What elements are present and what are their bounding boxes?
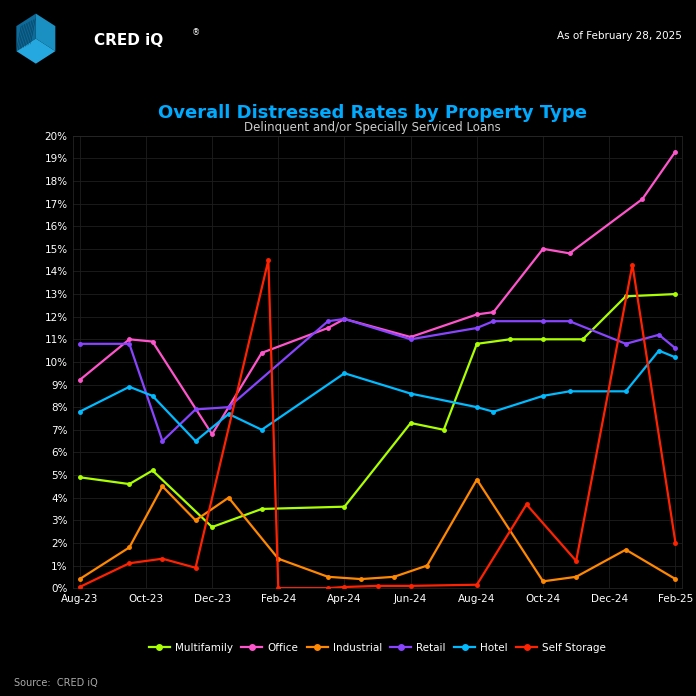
Text: Source:  CRED iQ: Source: CRED iQ — [14, 678, 97, 688]
Text: Overall Distressed Rates by Property Type: Overall Distressed Rates by Property Typ… — [158, 104, 587, 122]
Text: ®: ® — [191, 29, 200, 37]
Polygon shape — [17, 39, 56, 64]
Text: As of February 28, 2025: As of February 28, 2025 — [557, 31, 682, 41]
Text: CRED iQ: CRED iQ — [94, 33, 163, 48]
Polygon shape — [17, 14, 36, 52]
Polygon shape — [36, 14, 56, 52]
Legend: Multifamily, Office, Industrial, Retail, Hotel, Self Storage: Multifamily, Office, Industrial, Retail,… — [145, 638, 610, 657]
Text: Delinquent and/or Specially Serviced Loans: Delinquent and/or Specially Serviced Loa… — [244, 120, 500, 134]
